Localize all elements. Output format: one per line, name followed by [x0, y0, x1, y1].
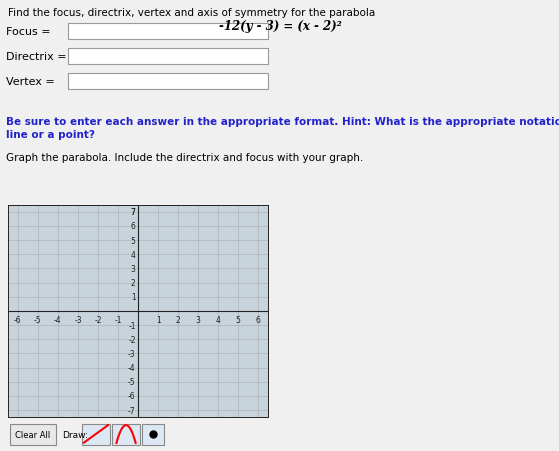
- Text: 3: 3: [131, 264, 136, 273]
- Text: -1: -1: [128, 321, 136, 330]
- Text: 1: 1: [131, 293, 136, 302]
- Text: 5: 5: [236, 315, 241, 324]
- Text: Be sure to enter each answer in the appropriate format. Hint: What is the approp: Be sure to enter each answer in the appr…: [6, 116, 559, 139]
- Text: Clear All: Clear All: [15, 430, 50, 439]
- Text: 3: 3: [196, 315, 201, 324]
- Text: -1: -1: [114, 315, 122, 324]
- Text: Find the focus, directrix, vertex and axis of symmetry for the parabola: Find the focus, directrix, vertex and ax…: [8, 8, 375, 18]
- Text: -2: -2: [94, 315, 102, 324]
- Text: 7: 7: [131, 208, 136, 217]
- Text: 4: 4: [131, 250, 136, 259]
- Bar: [10, 424, 56, 445]
- Text: 1: 1: [156, 315, 160, 324]
- Text: 2: 2: [176, 315, 181, 324]
- Text: Draw:: Draw:: [62, 430, 88, 439]
- Text: Vertex =: Vertex =: [6, 77, 55, 87]
- Bar: [68, 74, 268, 90]
- Text: Graph the parabola. Include the directrix and focus with your graph.: Graph the parabola. Include the directri…: [6, 152, 363, 162]
- Text: Directrix =: Directrix =: [6, 52, 67, 62]
- Text: -5: -5: [128, 377, 136, 387]
- Text: -3: -3: [74, 315, 82, 324]
- Bar: [68, 49, 268, 65]
- Text: -3: -3: [128, 349, 136, 358]
- Text: Focus =: Focus =: [6, 27, 51, 37]
- Text: -12(y - 3) = (x - 2)²: -12(y - 3) = (x - 2)²: [219, 20, 342, 33]
- Text: -4: -4: [128, 363, 136, 372]
- Text: -7: -7: [128, 405, 136, 414]
- Text: -6: -6: [128, 391, 136, 400]
- Text: -2: -2: [128, 335, 136, 344]
- Text: -5: -5: [34, 315, 42, 324]
- Bar: [112, 424, 140, 445]
- Text: 2: 2: [131, 278, 136, 287]
- Bar: [68, 24, 268, 40]
- Text: -6: -6: [14, 315, 22, 324]
- Text: 6: 6: [131, 222, 136, 231]
- Text: 6: 6: [256, 315, 260, 324]
- Bar: [82, 424, 110, 445]
- Text: -4: -4: [54, 315, 61, 324]
- Text: 4: 4: [216, 315, 221, 324]
- Bar: [142, 424, 164, 445]
- Text: 7: 7: [131, 208, 136, 217]
- Text: 5: 5: [131, 236, 136, 245]
